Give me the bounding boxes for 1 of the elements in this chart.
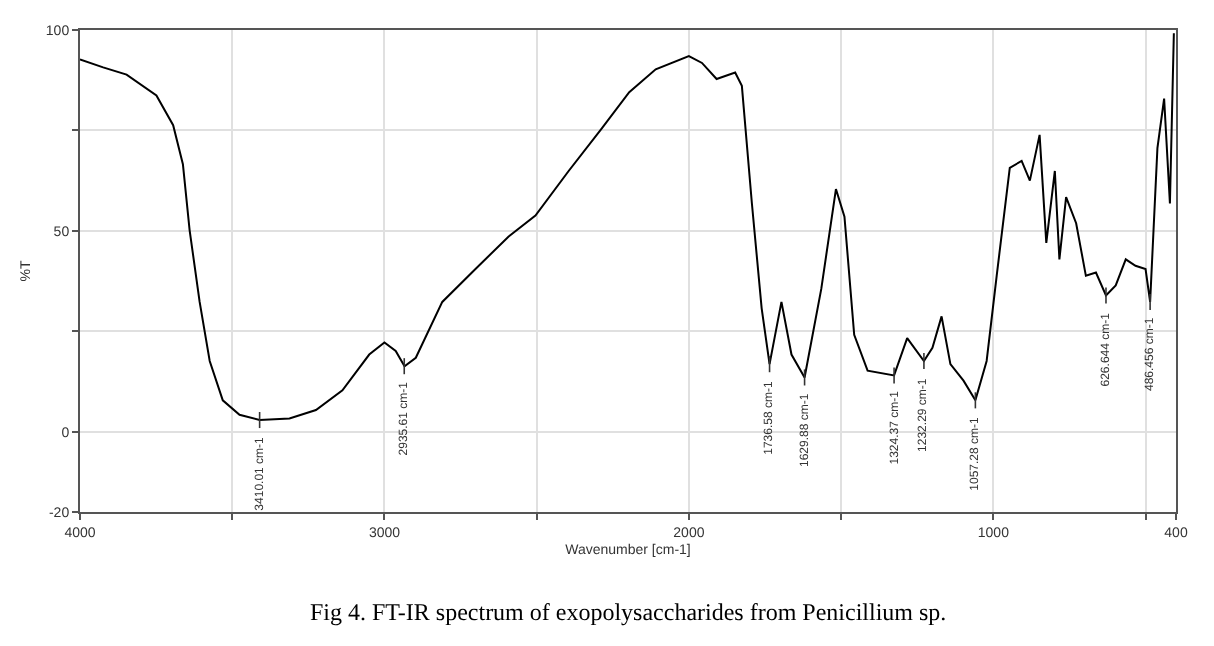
text: Fig 4. FT-IR spectrum of exopolysaccharides from Penicillium sp. <box>310 598 947 626</box>
